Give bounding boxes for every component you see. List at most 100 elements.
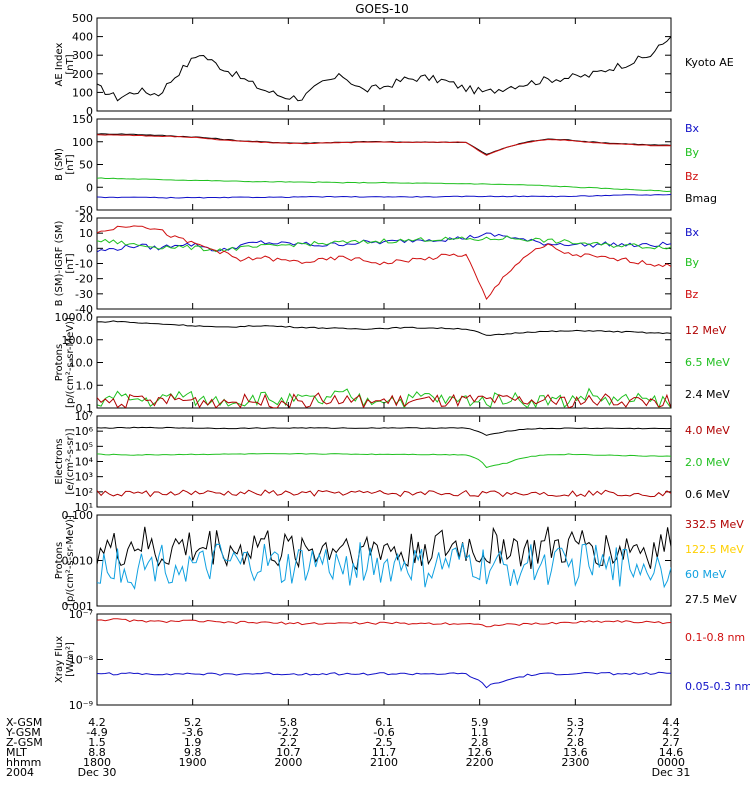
tick-label: 10⁻⁷ [69, 608, 93, 621]
ephemeris-value: 2.5 [375, 736, 393, 749]
tick-label: -30 [75, 288, 93, 301]
y-axis-label-line: Electrons [54, 438, 65, 484]
ephemeris-value: 2.7 [567, 726, 585, 739]
legend-item: Bz [685, 288, 699, 301]
series-line-bz [97, 134, 671, 156]
tick-label: 0.001 [62, 600, 94, 613]
y-axis-label-line: AE Index [54, 42, 65, 86]
y-axis-label: Protons[p/(cm²-s-sr-MeV)] [54, 515, 76, 606]
tick-label: 10 [79, 227, 93, 240]
tick-label: 1.0 [76, 379, 94, 392]
tick-label: 50 [79, 159, 93, 172]
ephemeris-value: 2300 [561, 756, 589, 769]
ephemeris-value: 0000 [657, 756, 685, 769]
ephemeris-value: Dec 30 [78, 766, 117, 779]
series-line-0-1-0-8-nm [97, 618, 671, 628]
y-axis-label: Protons[p/(cm²-s-sr-MeV)] [54, 317, 76, 408]
ephemeris-table: X-GSM 4.2 5.2 5.8 6.1 5.9 5.3 4.4 Y-GSM -4.9 -3.6 -… [5, 716, 690, 779]
series-line-by [97, 235, 671, 253]
ephemeris-value: 4.2 [88, 716, 106, 729]
series-line-4-0-mev [97, 489, 671, 498]
y-axis-label: B (SM)[nT] [54, 148, 76, 181]
legend-item: Bx [685, 122, 700, 135]
series-line-0-6-mev [97, 426, 671, 436]
ephemeris-value: 5.8 [280, 716, 298, 729]
ephemeris-value: 2000 [274, 756, 302, 769]
legend-item: 60 MeV [685, 568, 727, 581]
ephemeris-value: -4.9 [86, 726, 107, 739]
y-axis-label-unit: [p/(cm²-s-sr-MeV)] [65, 317, 76, 408]
y-axis-label-unit: [W/m²] [65, 642, 76, 677]
tick-label: -50 [75, 204, 93, 217]
y-axis-label: Xray Flux[W/m²] [54, 636, 76, 683]
tick-label: 0 [86, 105, 93, 118]
legend-item: 2.0 MeV [685, 456, 730, 469]
ephemeris-row-label: Z-GSM [6, 736, 43, 749]
ephemeris-value: 2.8 [471, 736, 489, 749]
ephemeris-value: 2.2 [280, 736, 298, 749]
ephemeris-row-label: Y-GSM [5, 726, 41, 739]
ephemeris-row-label: 2004 [6, 766, 34, 779]
tick-label: 10² [75, 486, 93, 499]
tick-label: 400 [72, 31, 93, 44]
tick-label: 0.1 [76, 402, 94, 415]
y-axis-label-unit: [nT] [65, 253, 76, 273]
legend-item: 2.4 MeV [685, 388, 730, 401]
legend-item: Kyoto AE [685, 56, 734, 69]
legend-item: Bx [685, 226, 700, 239]
panel-frame [96, 316, 672, 409]
legend-item: Bmag [685, 192, 717, 205]
tick-label: 0 [86, 242, 93, 255]
tick-label: 100 [72, 86, 93, 99]
ephemeris-value: 2.7 [662, 736, 680, 749]
tick-label: 10⁻⁸ [69, 654, 94, 667]
panel-b: -50 0 50 100 150 B (SM)[nT] Bx By Bz Bmag [54, 113, 717, 217]
ephemeris-row-label: MLT [6, 746, 27, 759]
ephemeris-row-label: X-GSM [6, 716, 42, 729]
y-axis-label-line: Protons [54, 344, 65, 381]
legend-item: 27.5 MeV [685, 593, 737, 606]
ephemeris-value: 2100 [370, 756, 398, 769]
ephemeris-value: 8.8 [88, 746, 106, 759]
tick-label: 0.100 [62, 509, 94, 522]
ephemeris-value: -2.2 [278, 726, 299, 739]
y-axis-label-line: B (SM)-IGRF (SM) [54, 221, 65, 307]
tick-label: 20 [79, 212, 93, 225]
ephemeris-row-label: hhmm [6, 756, 41, 769]
tick-label: -10 [75, 258, 93, 271]
ephemeris-value: 13.6 [563, 746, 588, 759]
tick-label: 10³ [75, 471, 93, 484]
series-line-2-4-mev [97, 320, 671, 336]
plot-title: GOES-10 [355, 2, 409, 16]
ephemeris-value: -3.6 [182, 726, 203, 739]
series-line-kyoto-ae [97, 36, 671, 102]
legend-item: 332.5 MeV [685, 518, 744, 531]
ephemeris-value: 1.9 [184, 736, 202, 749]
legend-item: Bz [685, 170, 699, 183]
panel-xray: 10⁻⁹ 10⁻⁸ 10⁻⁷ Xray Flux[W/m²] 0.1-0.8 nm 0.0… [54, 608, 750, 712]
series-line-by [97, 177, 671, 193]
ephemeris-value: 1800 [83, 756, 111, 769]
ephemeris-value: 4.4 [662, 716, 680, 729]
tick-label: 10¹ [75, 501, 93, 514]
y-axis-label: AE Index[nT] [54, 42, 76, 86]
legend-item: 122.5 MeV [685, 543, 744, 556]
series-line-27-5-mev [97, 526, 671, 571]
y-axis-label: Electrons[e/(cm²-s-sr)] [54, 428, 76, 494]
ephemeris-value: 4.2 [662, 726, 680, 739]
tick-label: 150 [72, 113, 93, 126]
ephemeris-value: 14.6 [659, 746, 684, 759]
tick-label: 0 [86, 181, 93, 194]
series-line-bx [97, 194, 671, 199]
ephemeris-value: Dec 31 [652, 766, 691, 779]
legend-item: By [685, 256, 700, 269]
panel-ae: 0 100 200 300 400 500 AE Index[nT] Kyoto AE [54, 12, 734, 118]
tick-label: 200 [72, 68, 93, 81]
series-line-2-0-mev [97, 452, 671, 469]
ephemeris-value: 5.9 [471, 716, 489, 729]
legend-item: 0.6 MeV [685, 488, 730, 501]
panel-protons: 0.11.010.0100.01000.0Protons[p/(cm²-s-sr… [54, 311, 730, 415]
